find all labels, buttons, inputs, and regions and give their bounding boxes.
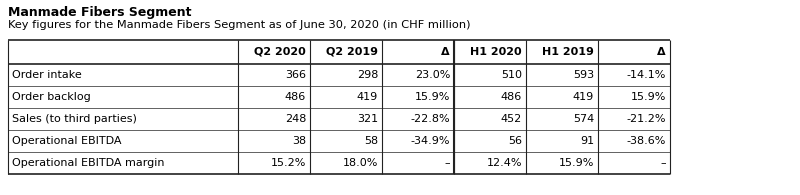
Text: 15.9%: 15.9% <box>414 92 450 102</box>
Text: -14.1%: -14.1% <box>626 70 666 80</box>
Text: 58: 58 <box>364 136 378 146</box>
Text: Manmade Fibers Segment: Manmade Fibers Segment <box>8 6 191 19</box>
Text: Δ: Δ <box>658 47 666 57</box>
Text: 298: 298 <box>357 70 378 80</box>
Text: 321: 321 <box>357 114 378 124</box>
Text: Order intake: Order intake <box>12 70 82 80</box>
Text: 91: 91 <box>580 136 594 146</box>
Text: Δ: Δ <box>442 47 450 57</box>
Text: 248: 248 <box>285 114 306 124</box>
Text: –: – <box>444 158 450 168</box>
Text: 23.0%: 23.0% <box>414 70 450 80</box>
Text: Order backlog: Order backlog <box>12 92 90 102</box>
Text: –: – <box>660 158 666 168</box>
Text: 15.9%: 15.9% <box>558 158 594 168</box>
Text: 18.0%: 18.0% <box>342 158 378 168</box>
Text: -34.9%: -34.9% <box>410 136 450 146</box>
Text: Q2 2019: Q2 2019 <box>326 47 378 57</box>
Text: -38.6%: -38.6% <box>626 136 666 146</box>
Text: 12.4%: 12.4% <box>486 158 522 168</box>
Text: 574: 574 <box>573 114 594 124</box>
Text: H1 2020: H1 2020 <box>470 47 522 57</box>
Text: 452: 452 <box>501 114 522 124</box>
Text: Operational EBITDA margin: Operational EBITDA margin <box>12 158 165 168</box>
Text: Q2 2020: Q2 2020 <box>254 47 306 57</box>
Text: -21.2%: -21.2% <box>626 114 666 124</box>
Text: 56: 56 <box>508 136 522 146</box>
Text: 593: 593 <box>573 70 594 80</box>
Text: 15.9%: 15.9% <box>630 92 666 102</box>
Text: Sales (to third parties): Sales (to third parties) <box>12 114 137 124</box>
Text: 15.2%: 15.2% <box>270 158 306 168</box>
Text: 38: 38 <box>292 136 306 146</box>
Text: -22.8%: -22.8% <box>410 114 450 124</box>
Text: 366: 366 <box>285 70 306 80</box>
Text: 419: 419 <box>357 92 378 102</box>
Text: 419: 419 <box>573 92 594 102</box>
Text: 510: 510 <box>501 70 522 80</box>
Text: 486: 486 <box>501 92 522 102</box>
Text: 486: 486 <box>285 92 306 102</box>
Text: Key figures for the Manmade Fibers Segment as of June 30, 2020 (in CHF million): Key figures for the Manmade Fibers Segme… <box>8 20 470 30</box>
Text: Operational EBITDA: Operational EBITDA <box>12 136 122 146</box>
Text: H1 2019: H1 2019 <box>542 47 594 57</box>
